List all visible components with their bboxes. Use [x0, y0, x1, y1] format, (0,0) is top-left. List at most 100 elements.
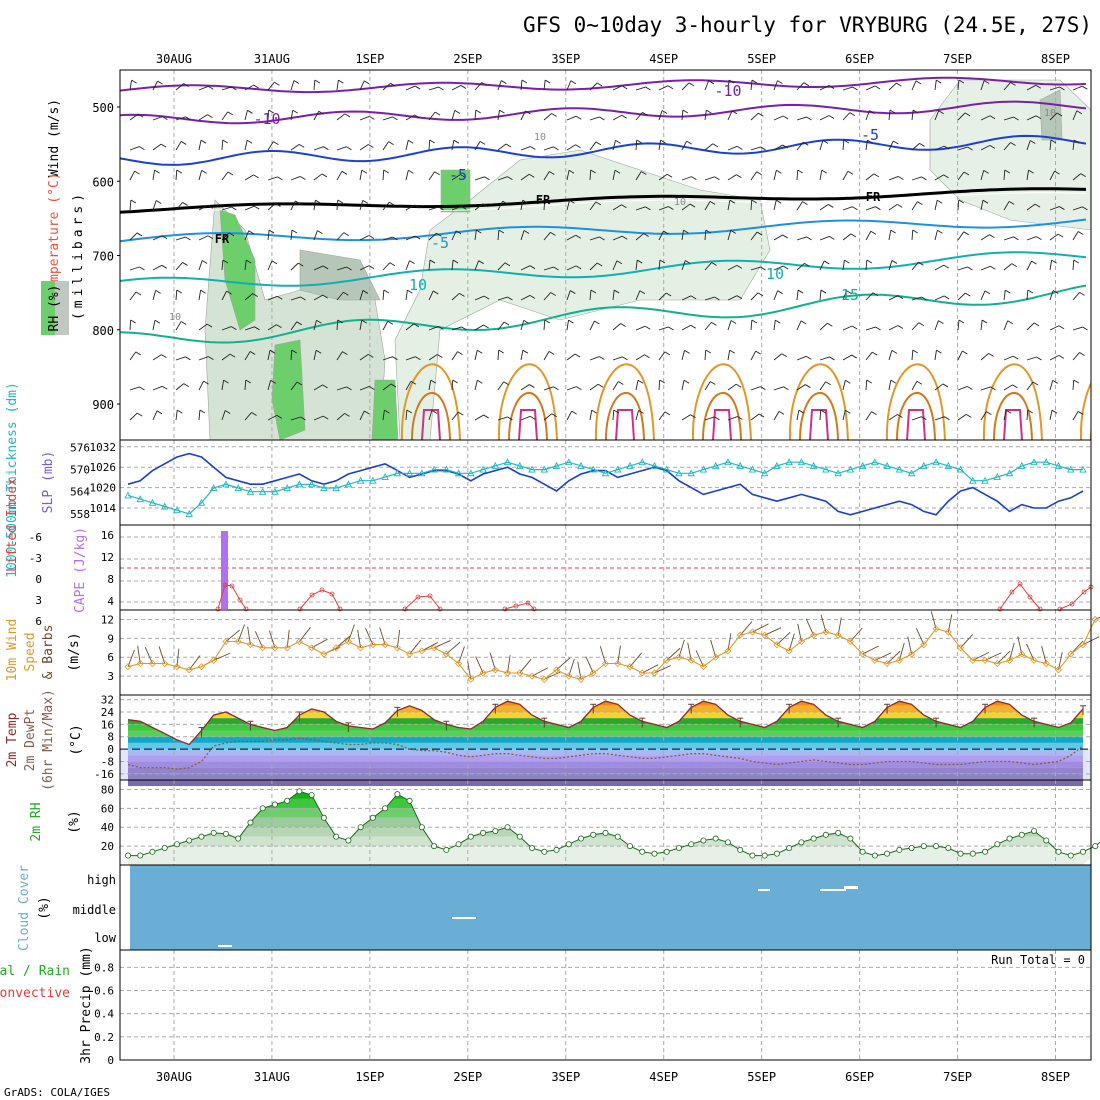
rh-marker: [161, 845, 168, 852]
upper-wind-barb: [819, 322, 828, 331]
upper-wind-barb: [198, 356, 209, 361]
upper-wind-barb-flag: [130, 319, 136, 324]
upper-wind-barb-flag: [544, 199, 550, 204]
upper-wind-barb-flag: [1051, 259, 1057, 264]
upper-wind-barb-flag: [483, 324, 489, 329]
rh-marker: [982, 848, 989, 855]
upper-wind-barb: [313, 384, 323, 391]
upper-wind-barb-flag: [897, 203, 903, 208]
upper-wind-barb-flag: [276, 414, 283, 419]
upper-wind-barb: [175, 289, 178, 301]
upper-wind-barb-flag: [503, 381, 509, 386]
bottom-date-label: 6SEP: [845, 1070, 874, 1084]
upper-wind-barb: [796, 410, 800, 421]
upper-wind-barb-flag: [682, 109, 689, 114]
upper-wind-barb-flag: [805, 384, 811, 388]
upper-wind-barb-flag: [460, 174, 466, 178]
top-date-label: 4SEP: [649, 52, 678, 66]
upper-wind-barb: [796, 141, 804, 151]
upper-wind-barb: [865, 173, 875, 181]
upper-wind-barb-flag: [851, 325, 858, 330]
upper-wind-barb: [474, 82, 483, 91]
upper-wind-barb: [589, 320, 595, 331]
upper-wind-barb-flag: [983, 80, 990, 84]
upper-wind-barb-flag: [1036, 356, 1042, 361]
upper-wind-barb-flag: [689, 203, 696, 208]
wind-barb: [752, 623, 769, 633]
upper-wind-barb-flag: [208, 356, 214, 360]
thickness-marker: [1067, 465, 1075, 473]
upper-wind-barb-flag: [429, 259, 436, 264]
upper-wind-barb-flag: [597, 383, 604, 388]
upper-wind-barb: [934, 230, 938, 241]
temp-color-band: [128, 755, 1083, 762]
upper-wind-barb: [313, 320, 317, 331]
thickness-marker: [222, 480, 230, 488]
wind-barb: [654, 665, 672, 674]
upper-wind-barb-flag: [135, 291, 142, 296]
wind-speed-marker: [467, 675, 475, 683]
upper-wind-barb: [1049, 206, 1060, 211]
upper-wind-barbs: [129, 79, 1088, 421]
upper-wind-barb-flag: [1010, 142, 1016, 146]
upper-wind-barb: [727, 110, 733, 121]
upper-wind-barb: [451, 411, 459, 421]
upper-wind-barb-flag: [590, 169, 596, 174]
wind-speed-marker: [577, 675, 585, 683]
precip-tick: 0.6: [94, 985, 114, 998]
pressure-tick-label: 900: [92, 398, 114, 412]
upper-wind-barb-flag: [460, 85, 467, 89]
upper-wind-barb-flag: [850, 233, 857, 238]
thickness-marker: [589, 465, 598, 473]
rh-marker: [835, 829, 842, 836]
upper-wind-barb-flag: [139, 386, 145, 391]
upper-wind-barb: [405, 290, 408, 301]
upper-wind-barb-flag: [756, 231, 763, 236]
upper-wind-barb: [727, 145, 738, 151]
upper-wind-barb: [175, 383, 184, 391]
upper-wind-barb-flag: [729, 199, 736, 204]
upper-wind-barb-flag: [389, 262, 396, 267]
upper-wind-barb-flag: [322, 294, 328, 299]
upper-wind-barb-flag: [180, 141, 187, 145]
upper-wind-barb-flag: [710, 381, 716, 385]
upper-wind-barb: [773, 170, 777, 181]
rh-shade-region: [394, 149, 771, 440]
upper-wind-barb-flag: [1080, 173, 1086, 177]
cloud-tick: low: [94, 931, 116, 945]
thickness-marker: [687, 469, 695, 477]
upper-wind-barb-flag: [207, 204, 214, 209]
upper-wind-barb-flag: [760, 266, 766, 271]
wind-barb: [568, 658, 575, 677]
upper-wind-barb: [1049, 380, 1054, 391]
upper-wind-barb: [428, 260, 431, 271]
wind-speed-marker: [381, 641, 389, 649]
upper-wind-barb: [934, 110, 940, 121]
upper-wind-barb-flag: [915, 80, 922, 85]
upper-wind-barb: [727, 416, 738, 421]
rh-marker: [578, 835, 585, 842]
upper-wind-barb-flag: [866, 379, 872, 384]
upper-wind-barb: [497, 416, 508, 421]
upper-wind-barb-flag: [829, 356, 835, 361]
upper-wind-barb-flag: [247, 109, 253, 114]
upper-wind-barb-flag: [476, 229, 482, 234]
upper-wind-barb-flag: [414, 85, 421, 90]
upper-wind-barb-flag: [478, 260, 484, 265]
rh-marker: [137, 852, 144, 859]
wind-speed-marker: [883, 659, 891, 668]
upper-wind-barb-flag: [984, 290, 991, 295]
upper-wind-barb: [957, 171, 965, 181]
upper-wind-barb-flag: [777, 80, 783, 85]
upper-wind-barb-flag: [177, 409, 183, 414]
upper-wind-barb: [359, 80, 365, 91]
upper-wind-barb: [1003, 410, 1007, 421]
label-rh: RH (%): [47, 285, 62, 332]
lifted-index-line: [299, 589, 341, 610]
upper-wind-barb-flag: [368, 235, 375, 239]
upper-wind-barb-flag: [574, 353, 581, 358]
upper-wind-barb: [1003, 320, 1009, 331]
upper-wind-barb: [865, 140, 868, 151]
li-marker: [437, 606, 443, 612]
